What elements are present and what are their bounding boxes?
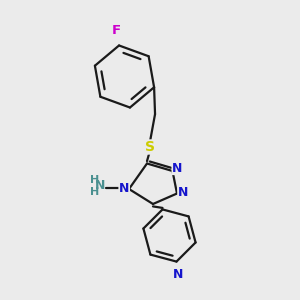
Text: N: N <box>172 161 182 175</box>
Text: N: N <box>119 182 129 195</box>
Text: S: S <box>145 140 155 154</box>
Text: H: H <box>91 175 100 185</box>
Text: N: N <box>178 186 188 200</box>
Text: F: F <box>112 24 121 37</box>
Text: N: N <box>173 268 183 281</box>
Text: H: H <box>91 187 100 197</box>
Text: N: N <box>95 179 106 192</box>
